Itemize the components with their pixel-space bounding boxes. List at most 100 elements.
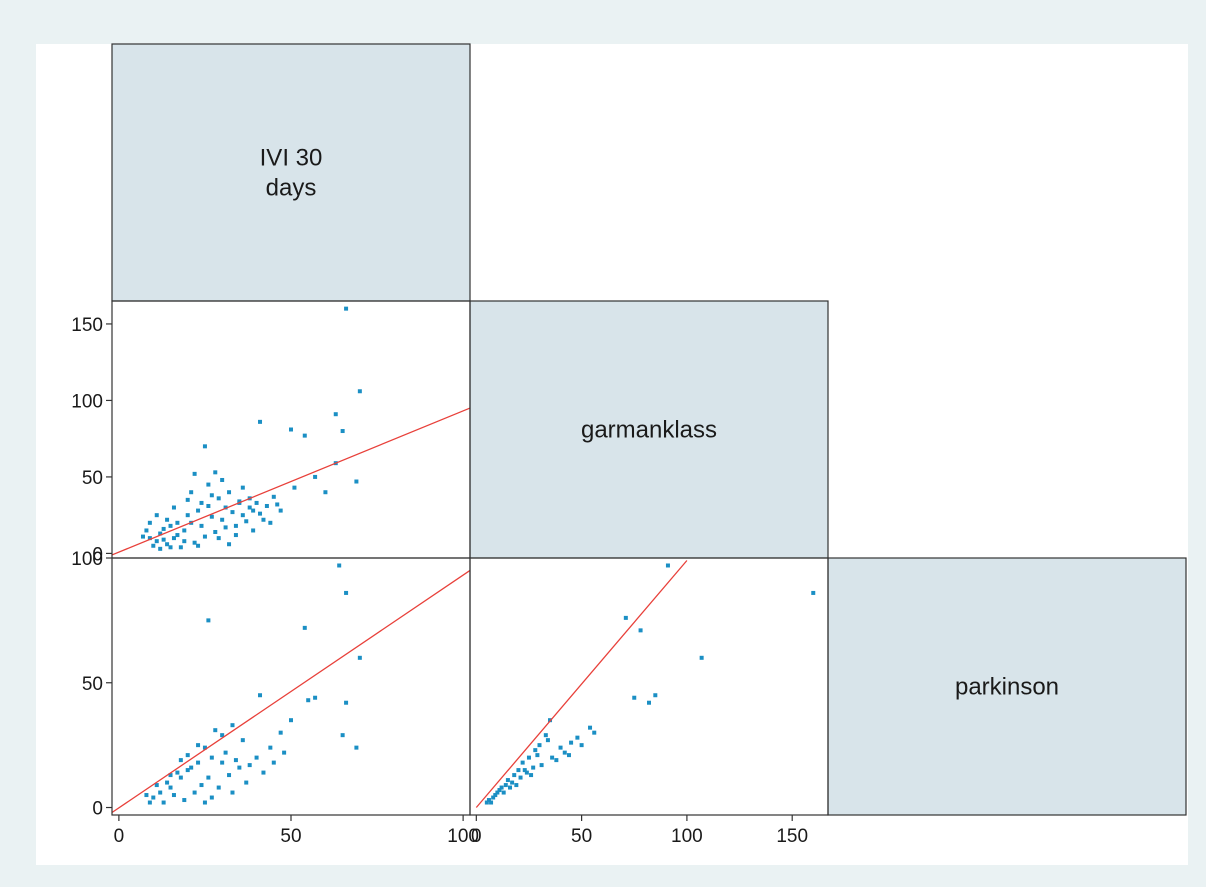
data-point [268, 520, 273, 525]
data-point [505, 778, 510, 783]
data-point [261, 517, 266, 522]
variable-label: parkinson [955, 674, 1059, 701]
data-point [258, 419, 263, 424]
data-point [357, 389, 362, 394]
data-point [178, 545, 183, 550]
data-point [491, 795, 496, 800]
data-point [171, 793, 176, 798]
data-point [168, 523, 173, 528]
data-point [192, 540, 197, 545]
data-point [566, 753, 571, 758]
data-point [526, 755, 531, 760]
data-point [223, 750, 228, 755]
data-point [233, 523, 238, 528]
data-point [154, 783, 159, 788]
y-tick-label: 100 [71, 391, 103, 412]
data-point [302, 625, 307, 630]
data-point [158, 531, 163, 536]
data-point [275, 502, 280, 507]
data-point [196, 743, 201, 748]
data-point [199, 783, 204, 788]
data-point [508, 785, 513, 790]
data-point [206, 503, 211, 508]
data-point [647, 700, 651, 705]
data-point [357, 655, 362, 660]
x-tick-label: 150 [776, 826, 808, 847]
data-point [237, 765, 242, 770]
data-point [151, 543, 156, 548]
data-point [240, 513, 245, 518]
data-point [244, 780, 249, 785]
data-point [196, 508, 201, 513]
x-tick-label: 100 [447, 826, 479, 847]
data-point [175, 533, 180, 538]
data-point [354, 745, 359, 750]
data-point [227, 773, 232, 778]
data-point [340, 733, 345, 738]
fitted-line [111, 407, 471, 556]
data-point [271, 494, 276, 499]
data-point [623, 615, 628, 620]
data-point [495, 790, 500, 795]
data-point [638, 628, 643, 633]
data-point [230, 790, 235, 795]
data-point [292, 485, 297, 490]
data-point [579, 743, 584, 748]
data-point [230, 510, 235, 515]
data-point [178, 775, 183, 780]
data-point [354, 479, 359, 484]
data-point [185, 768, 190, 773]
data-point [240, 738, 245, 743]
data-point [588, 725, 593, 730]
data-point [632, 695, 637, 700]
data-point [240, 485, 245, 490]
data-point [154, 539, 159, 544]
data-point [161, 800, 166, 805]
data-point [533, 748, 538, 753]
data-point [233, 758, 238, 763]
data-point [344, 700, 349, 705]
data-point [140, 534, 145, 539]
data-point [158, 790, 163, 795]
variable-label: days [266, 175, 317, 202]
data-point [161, 537, 166, 542]
data-point [237, 499, 242, 504]
data-point [192, 471, 197, 476]
diagonal-cell [112, 44, 470, 301]
data-point [531, 765, 536, 770]
data-point [254, 755, 259, 760]
data-point [289, 427, 293, 432]
data-point [258, 693, 263, 698]
data-point [510, 780, 515, 785]
data-point [209, 493, 214, 498]
data-point [227, 490, 232, 495]
x-tick-label: 100 [671, 826, 703, 847]
data-point [230, 723, 235, 728]
data-point [209, 755, 214, 760]
data-point [258, 511, 263, 516]
y-tick-label: 50 [82, 468, 103, 489]
data-point [333, 412, 338, 417]
data-point [493, 793, 498, 798]
data-point [144, 793, 149, 798]
data-point [247, 763, 252, 768]
data-point [202, 444, 207, 449]
data-point [247, 505, 252, 510]
data-point [811, 590, 816, 595]
data-point [161, 526, 166, 531]
data-point [147, 536, 152, 541]
data-point [569, 740, 574, 745]
data-point [337, 563, 342, 568]
data-point [653, 693, 658, 698]
data-point [202, 745, 207, 750]
data-point [524, 770, 529, 775]
data-point [537, 743, 542, 748]
data-point [168, 773, 173, 778]
data-point [592, 730, 597, 735]
data-point [543, 733, 548, 738]
data-point [216, 536, 221, 541]
data-point [503, 783, 508, 788]
data-point [539, 763, 544, 768]
data-point [175, 520, 180, 525]
